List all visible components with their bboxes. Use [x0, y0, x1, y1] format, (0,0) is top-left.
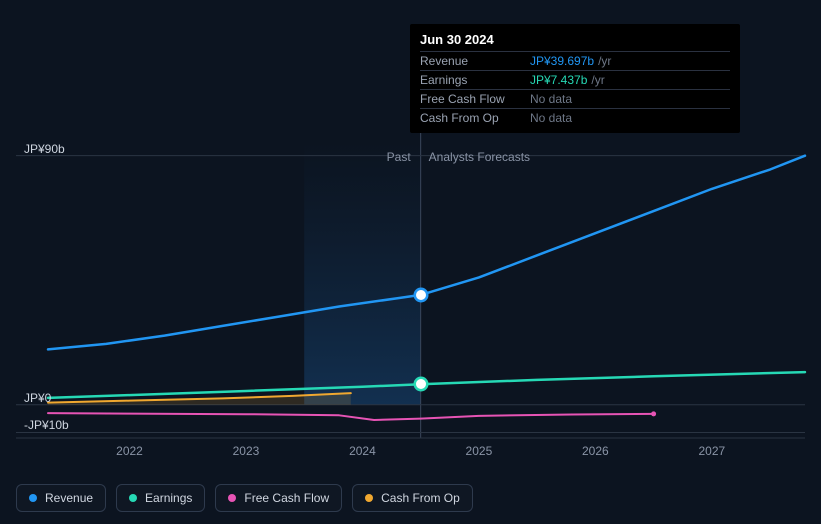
series-free-cash-flow [48, 413, 654, 420]
legend-label: Revenue [45, 491, 93, 505]
tooltip-row-suffix: /yr [591, 73, 604, 87]
y-axis-label: -JP¥10b [24, 418, 69, 432]
legend-item-revenue[interactable]: Revenue [16, 484, 106, 512]
tooltip-row-label: Cash From Op [420, 111, 530, 125]
tooltip-row-value: No data [530, 111, 572, 125]
tooltip-row-label: Earnings [420, 73, 530, 87]
x-axis-label: 2027 [698, 444, 725, 458]
series-earnings [48, 372, 805, 398]
tooltip-row-label: Free Cash Flow [420, 92, 530, 106]
legend-item-earnings[interactable]: Earnings [116, 484, 205, 512]
legend-label: Free Cash Flow [244, 491, 329, 505]
marker-earnings [416, 379, 426, 389]
legend-dot-icon [228, 494, 236, 502]
legend-dot-icon [29, 494, 37, 502]
tooltip-row-value: JP¥7.437b [530, 73, 587, 87]
tooltip-row: Cash From OpNo data [420, 108, 730, 127]
legend-label: Cash From Op [381, 491, 460, 505]
x-axis-label: 2024 [349, 444, 376, 458]
marker-revenue [416, 290, 426, 300]
y-axis-label: JP¥90b [24, 142, 65, 156]
tooltip-row-label: Revenue [420, 54, 530, 68]
legend-item-free-cash-flow[interactable]: Free Cash Flow [215, 484, 342, 512]
x-axis-label: 2022 [116, 444, 143, 458]
x-axis-label: 2023 [233, 444, 260, 458]
tooltip-row: RevenueJP¥39.697b/yr [420, 51, 730, 70]
chart-legend: Revenue Earnings Free Cash Flow Cash From O… [16, 484, 473, 512]
past-region-label: Past [387, 150, 411, 164]
tooltip-row-value: No data [530, 92, 572, 106]
tooltip-row-suffix: /yr [598, 54, 611, 68]
legend-item-cash-from-op[interactable]: Cash From Op [352, 484, 473, 512]
legend-label: Earnings [145, 491, 192, 505]
chart-tooltip: Jun 30 2024 RevenueJP¥39.697b/yrEarnings… [410, 24, 740, 133]
legend-dot-icon [129, 494, 137, 502]
legend-dot-icon [365, 494, 373, 502]
y-axis-label: JP¥0 [24, 391, 51, 405]
tooltip-date: Jun 30 2024 [420, 32, 730, 51]
tooltip-row: EarningsJP¥7.437b/yr [420, 70, 730, 89]
series-revenue [48, 156, 805, 350]
tooltip-row-value: JP¥39.697b [530, 54, 594, 68]
forecast-region-label: Analysts Forecasts [429, 150, 530, 164]
tooltip-row: Free Cash FlowNo data [420, 89, 730, 108]
x-axis-label: 2025 [466, 444, 493, 458]
x-axis-label: 2026 [582, 444, 609, 458]
